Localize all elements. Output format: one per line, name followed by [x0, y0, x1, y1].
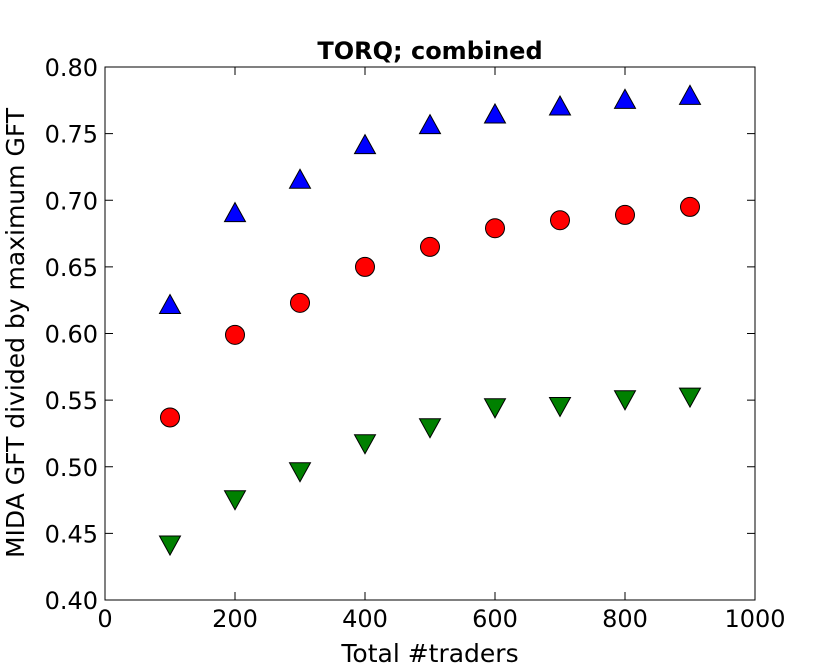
data-point-triangle-down: [613, 390, 637, 411]
data-point-circle: [550, 210, 570, 231]
y-tick-label: 0.55: [45, 387, 98, 415]
y-tick-label: 0.70: [45, 187, 98, 215]
data-point-triangle-up: [613, 88, 637, 109]
y-tick-label: 0.65: [45, 254, 98, 282]
x-tick-label: 1000: [724, 605, 785, 633]
data-point-circle: [225, 324, 245, 345]
chart-title: TORQ; combined: [317, 37, 542, 65]
data-point-triangle-down: [223, 490, 247, 511]
data-point-triangle-up: [158, 293, 182, 315]
x-tick-label: 600: [472, 605, 518, 633]
y-tick-label: 0.45: [45, 520, 98, 548]
x-tick-label: 200: [212, 605, 258, 633]
data-points: [158, 84, 702, 557]
data-point-triangle-down: [353, 434, 377, 455]
y-tick-label: 0.60: [45, 321, 98, 349]
x-axis-label: Total #traders: [340, 639, 518, 667]
data-point-triangle-down: [483, 398, 507, 419]
x-tick-label: 800: [602, 605, 648, 633]
data-point-circle: [615, 204, 635, 225]
data-point-triangle-up: [288, 168, 312, 189]
data-point-circle: [355, 256, 375, 277]
x-tick-label: 0: [97, 605, 112, 633]
data-point-circle: [485, 218, 505, 239]
data-point-triangle-down: [288, 462, 312, 483]
data-point-circle: [680, 196, 700, 217]
y-tick-label: 0.40: [45, 587, 98, 615]
data-point-triangle-up: [353, 133, 377, 155]
data-point-circle: [290, 292, 310, 313]
y-axis-label: MIDA GFT divided by maximum GFT: [1, 107, 30, 558]
plot-area: [104, 66, 756, 601]
y-tick-label: 0.80: [45, 54, 98, 82]
data-point-triangle-up: [418, 113, 442, 135]
y-tick-label: 0.75: [45, 121, 98, 149]
data-point-triangle-down: [418, 418, 442, 439]
data-point-triangle-up: [548, 94, 572, 116]
data-point-circle: [420, 236, 440, 257]
data-point-triangle-up: [678, 84, 702, 105]
axis-ticks: 0 200 400 600 800 1000 0.40 0.45 0.50 0.55 0.60 0.6…: [45, 54, 786, 633]
data-point-triangle-down: [158, 535, 182, 557]
data-point-triangle-up: [223, 201, 247, 223]
x-tick-label: 400: [342, 605, 388, 633]
data-point-triangle-up: [483, 102, 507, 124]
y-tick-label: 0.50: [45, 454, 98, 482]
data-point-triangle-down: [548, 396, 572, 418]
data-point-circle: [160, 407, 180, 428]
data-point-triangle-down: [678, 387, 702, 409]
